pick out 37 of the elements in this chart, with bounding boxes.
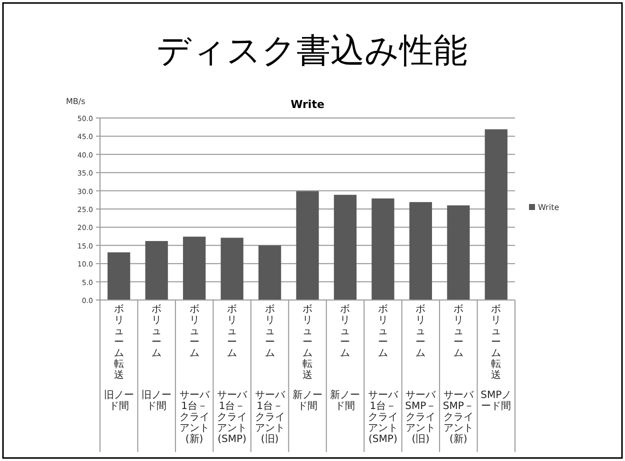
category-label: ボリューム転送 [114,304,124,381]
chart-subtitle: Write [290,98,324,111]
category-label: サーバSMP－クライアント(新) [442,390,474,445]
category-label: ボリューム [227,304,238,359]
category-label: ボリューム [340,304,350,359]
bar [108,252,130,300]
category-label: サーバ1台－クライアント(SMP) [217,390,248,445]
category-label: ボリューム [189,304,200,359]
category-label: 旧ノード間 [104,390,134,412]
category-label: SMPノード間 [480,390,512,412]
bar [220,238,244,300]
category-label: サーバSMP－クライアント(旧) [405,390,436,445]
category-label: ボリューム転送 [491,304,502,381]
category-label: ボリューム [453,304,464,359]
bar [334,194,357,300]
category-label: ボリューム [416,304,426,359]
y-axis-title: MB/s [66,97,86,106]
category-label: ボリューム [152,304,162,359]
bar [296,191,319,300]
category-label: 旧ノード間 [142,390,172,412]
category-label: ボリューム [378,304,388,359]
bar [447,205,470,300]
bar [258,245,282,300]
bar [372,198,394,300]
category-label: サーバ1台－クライアント(SMP) [368,390,398,445]
category-label: サーバ1台－クライアント(旧) [254,390,285,445]
category-label: ボリューム転送 [302,304,312,381]
category-label: 新ノード間 [330,390,360,412]
chart-title: ディスク書込み性能 [156,31,468,71]
category-label: サーバ1台－クライアント(新) [179,390,210,445]
bar [409,202,432,300]
category-label: 新ノード間 [292,390,322,412]
bar [183,236,206,300]
legend-label: Write [538,203,560,212]
bar [484,129,508,300]
category-label: ボリューム [264,304,275,359]
bar [145,241,168,300]
